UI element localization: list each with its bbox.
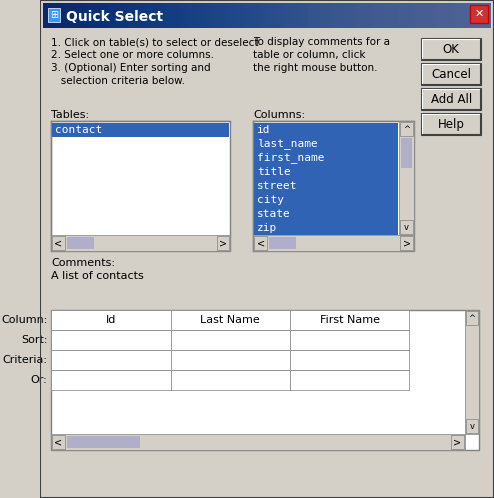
Bar: [400, 236, 413, 250]
Text: v: v: [469, 421, 474, 430]
Bar: [421, 63, 481, 85]
Text: zip: zip: [257, 223, 277, 233]
Bar: [254, 236, 267, 250]
Text: table or column, click: table or column, click: [253, 50, 366, 60]
Text: Criteria:: Criteria:: [2, 355, 47, 365]
Bar: [51, 434, 464, 450]
Bar: [290, 330, 410, 350]
Bar: [254, 151, 399, 165]
Bar: [47, 8, 60, 22]
Text: 2. Select one or more columns.: 2. Select one or more columns.: [51, 50, 214, 60]
Bar: [254, 165, 399, 179]
Text: id: id: [257, 125, 271, 135]
Text: Quick Select: Quick Select: [66, 10, 163, 24]
Text: street: street: [257, 181, 297, 191]
Bar: [170, 370, 290, 390]
Text: Add All: Add All: [431, 93, 472, 106]
Text: <: <: [256, 238, 265, 248]
Bar: [400, 122, 413, 136]
Text: state: state: [257, 209, 291, 219]
Text: contact: contact: [55, 125, 102, 135]
Text: title: title: [257, 167, 291, 177]
Bar: [401, 138, 412, 168]
Text: Column:: Column:: [1, 315, 47, 325]
Text: ✕: ✕: [475, 9, 484, 19]
Bar: [451, 435, 464, 449]
Bar: [43, 3, 491, 28]
Bar: [51, 235, 230, 251]
Bar: [254, 193, 399, 207]
Bar: [421, 38, 481, 60]
Bar: [170, 330, 290, 350]
Bar: [421, 88, 481, 110]
Bar: [51, 370, 170, 390]
Bar: [464, 310, 479, 434]
Text: city: city: [257, 195, 284, 205]
Text: ^: ^: [403, 124, 410, 133]
Text: selection criteria below.: selection criteria below.: [51, 76, 185, 86]
Text: >: >: [219, 238, 227, 248]
Bar: [290, 370, 410, 390]
Text: <: <: [54, 437, 63, 447]
Bar: [290, 310, 410, 330]
Bar: [216, 236, 229, 250]
Text: >: >: [403, 238, 411, 248]
Bar: [51, 350, 170, 370]
Bar: [52, 236, 65, 250]
Bar: [253, 121, 414, 251]
Text: 3. (Optional) Enter sorting and: 3. (Optional) Enter sorting and: [51, 63, 211, 73]
Bar: [52, 123, 229, 137]
Text: Cancel: Cancel: [431, 68, 471, 81]
Bar: [465, 419, 478, 433]
Text: <: <: [54, 238, 63, 248]
Bar: [400, 220, 413, 234]
Bar: [421, 113, 481, 135]
Text: ^: ^: [468, 314, 475, 323]
Bar: [170, 350, 290, 370]
Text: Sort:: Sort:: [21, 335, 47, 345]
Bar: [290, 350, 410, 370]
Bar: [51, 310, 170, 330]
Text: v: v: [404, 223, 409, 232]
Bar: [51, 330, 170, 350]
Text: Columns:: Columns:: [253, 110, 305, 120]
Text: OK: OK: [443, 42, 460, 55]
Text: the right mouse button.: the right mouse button.: [253, 63, 378, 73]
Bar: [254, 221, 399, 235]
Text: Tables:: Tables:: [51, 110, 89, 120]
Bar: [67, 436, 140, 448]
Bar: [254, 179, 399, 193]
Bar: [170, 310, 290, 330]
Text: ⊞: ⊞: [50, 10, 58, 20]
Text: last_name: last_name: [257, 138, 318, 149]
Text: first_name: first_name: [257, 152, 325, 163]
Bar: [253, 235, 414, 251]
Bar: [254, 137, 399, 151]
Text: First Name: First Name: [320, 315, 380, 325]
Bar: [51, 310, 479, 450]
Text: A list of contacts: A list of contacts: [51, 271, 144, 281]
Bar: [470, 5, 489, 23]
Bar: [254, 207, 399, 221]
Bar: [254, 123, 399, 137]
Bar: [465, 311, 478, 325]
Bar: [269, 237, 296, 249]
Text: Or:: Or:: [31, 375, 47, 385]
Text: >: >: [453, 437, 461, 447]
Bar: [399, 121, 414, 235]
Text: Help: Help: [438, 118, 465, 130]
Text: Id: Id: [106, 315, 116, 325]
Bar: [52, 435, 65, 449]
Text: 1. Click on table(s) to select or deselect: 1. Click on table(s) to select or desele…: [51, 37, 259, 47]
Bar: [51, 121, 230, 251]
Bar: [67, 237, 94, 249]
Text: Last Name: Last Name: [201, 315, 260, 325]
Text: Comments:: Comments:: [51, 258, 115, 268]
Text: To display comments for a: To display comments for a: [253, 37, 390, 47]
